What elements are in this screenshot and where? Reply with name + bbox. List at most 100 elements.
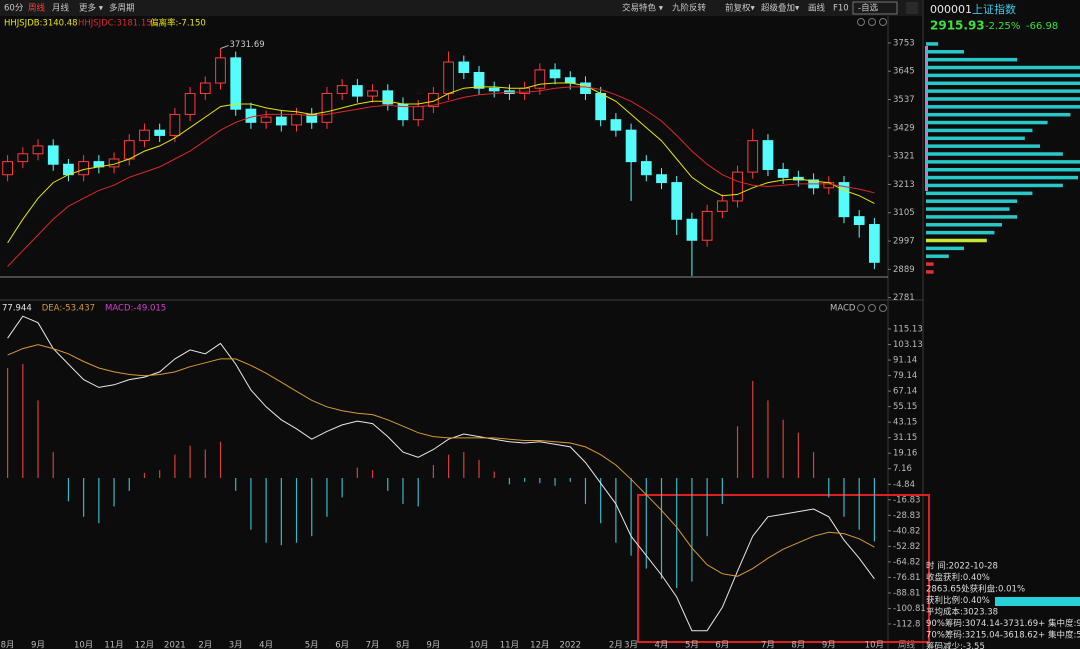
panel-icon[interactable]	[857, 18, 865, 26]
y-tick-label: 2781	[893, 293, 915, 303]
x-tick-label: 9月	[31, 641, 45, 649]
macd-line	[7, 315, 875, 632]
candle-body	[701, 210, 713, 241]
x-tick-label: 8月	[1, 641, 15, 649]
annotation-leader	[220, 45, 229, 49]
candle-body	[853, 216, 865, 226]
y-tick-label: -28.83	[893, 511, 920, 521]
candle-body	[869, 224, 880, 263]
panel-icon[interactable]	[868, 304, 876, 312]
chip-bar	[926, 183, 1063, 188]
y-tick-label: 19.16	[893, 449, 917, 459]
ma-line	[7, 82, 875, 244]
toolbar	[0, 0, 922, 16]
y-tick-label: 91.14	[893, 356, 917, 366]
tool[interactable]: 前复权▾	[725, 3, 756, 14]
y-tick-label: 3429	[893, 123, 915, 133]
profit-bar	[995, 597, 1080, 606]
candle-body	[671, 182, 683, 220]
x-tick-label: 3月	[229, 641, 243, 649]
x-tick-label: 8月	[791, 641, 805, 649]
candle-body	[625, 129, 637, 163]
candle-body	[534, 69, 546, 89]
x-tick-label: 5月	[305, 641, 319, 649]
stock-code: 000001	[930, 3, 972, 16]
tool[interactable]: 超级叠加▾	[761, 3, 800, 14]
chip-bar	[926, 128, 1033, 133]
x-tick-label: 7月	[366, 641, 380, 649]
chip-bar	[926, 81, 1080, 85]
candle-body	[123, 140, 135, 160]
x-tick-label: 4月	[259, 641, 273, 649]
x-tick-label: 10月	[469, 641, 488, 649]
panel-title: MACD	[830, 304, 856, 314]
tool[interactable]: 更多 ▾	[79, 3, 104, 14]
chip-bar	[926, 136, 1025, 141]
x-tick-label: 9月	[822, 641, 836, 649]
y-tick-label: 2997	[893, 237, 915, 247]
tool[interactable]: 交易特色 ▾	[622, 3, 664, 14]
candle-body	[47, 145, 59, 165]
ma-line	[7, 86, 875, 267]
chip-bar	[926, 199, 1018, 203]
panel-icon[interactable]	[879, 304, 887, 312]
chip-bar	[926, 262, 934, 266]
chip-bar	[926, 97, 1080, 101]
x-tick-label: 10月	[74, 641, 93, 649]
candle-body	[564, 77, 576, 84]
tool[interactable]: 九阶反转	[672, 3, 707, 14]
stock-name: 上证指数	[972, 2, 1016, 16]
candle-body	[154, 129, 166, 136]
panel-icon[interactable]	[857, 304, 865, 312]
y-tick-label: 3213	[893, 180, 915, 190]
watch-box[interactable]	[852, 1, 898, 15]
legend-entry: MACD:-49.015	[105, 304, 166, 314]
candle-body	[367, 90, 378, 97]
tool[interactable]: 画线	[808, 3, 826, 14]
x-tick-label: 2月	[198, 641, 212, 649]
tool[interactable]: 月线	[52, 3, 70, 14]
tool[interactable]: F10	[833, 4, 849, 14]
candle-body	[260, 116, 272, 123]
panel-icon[interactable]	[868, 18, 876, 26]
y-tick-label: -76.81	[893, 573, 920, 583]
tool[interactable]: -自选	[858, 3, 879, 14]
x-tick-label: 12月	[530, 641, 549, 649]
candle-body	[412, 106, 424, 121]
chip-bar	[926, 246, 964, 251]
candle-body	[640, 161, 652, 176]
x-tick-label: 9月	[426, 641, 440, 649]
y-tick-label: 79.14	[893, 371, 917, 381]
candle-body	[321, 92, 333, 123]
scroll-button[interactable]	[906, 2, 918, 14]
candle-body	[549, 69, 561, 79]
macd-line	[7, 344, 875, 577]
change-pct: -2.25%	[985, 21, 1020, 32]
candle-body	[245, 108, 257, 123]
y-tick-label: -112.8	[893, 619, 920, 629]
candle-body	[762, 140, 774, 170]
y-tick-label: 55.15	[893, 402, 917, 412]
chip-bar	[926, 223, 1002, 227]
candle-body	[215, 57, 226, 84]
legend-entry: HHJSJDB:3140.48	[4, 19, 78, 29]
y-tick-label: 43.15	[893, 418, 917, 428]
chip-bar	[926, 230, 995, 235]
y-tick-label: 7.16	[893, 464, 912, 474]
y-tick-label: -64.82	[893, 557, 920, 567]
info-line: 70%筹码:3215.04-3618.62+ 集中度:5.91	[926, 630, 1080, 641]
y-tick-label: -100.81	[893, 604, 926, 614]
y-tick-label: 3105	[893, 208, 915, 218]
candle-body	[716, 200, 728, 212]
change: -66.98	[1026, 21, 1058, 32]
candle-body	[184, 92, 196, 115]
tool[interactable]: 多周期	[109, 3, 135, 14]
candle-body	[838, 182, 850, 218]
tool[interactable]: 60分	[4, 4, 24, 14]
legend-entry: HHJSJDC:3181.15	[78, 19, 152, 29]
candle-body	[336, 85, 348, 94]
x-tick-label: 3月	[624, 641, 638, 649]
panel-icon[interactable]	[879, 18, 887, 26]
tool[interactable]: 周线	[28, 3, 46, 14]
